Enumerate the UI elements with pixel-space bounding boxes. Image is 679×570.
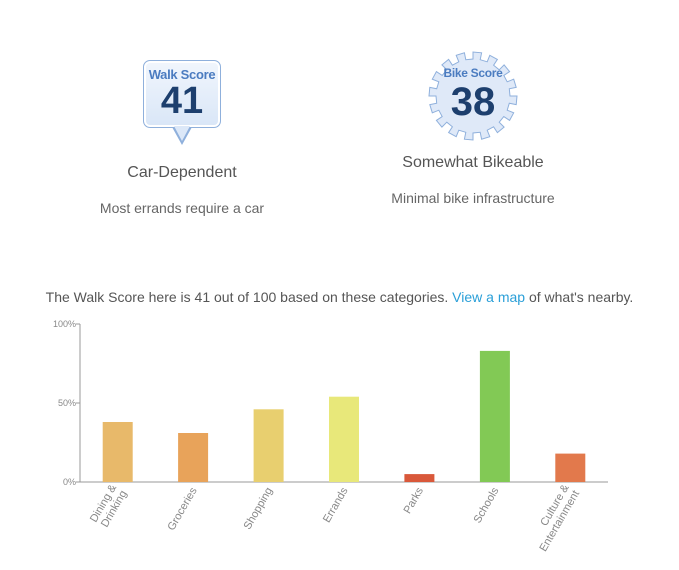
bike-score-badge-label: Bike Score [443,66,503,80]
bike-score-badge[interactable]: Bike Score 38 [343,50,603,150]
y-tick-label: 0% [63,477,76,487]
bar [479,350,510,482]
bike-score-value: 38 [450,80,496,124]
bar [404,474,435,482]
summary-text-after: of what's nearby. [525,289,634,305]
x-tick-label: Shopping [242,486,276,532]
x-tick-label: Errands [321,485,351,525]
bike-score-block: Bike Score 38 Somewhat Bikeable Minimal … [343,50,603,206]
walk-score-block: Walk Score 41 Car-Dependent Most errands… [52,50,312,216]
x-tick-label: Dining &Drinking [88,482,130,531]
bar [102,422,133,482]
y-tick-label: 50% [58,398,76,408]
walk-score-badge-label: Walk Score [148,67,216,82]
summary-text-before: The Walk Score here is 41 out of 100 bas… [45,289,453,305]
view-map-link[interactable]: View a map [452,289,526,305]
x-tick-label: Culture &Entertainment [527,482,582,554]
bike-score-detail: Minimal bike infrastructure [391,190,555,206]
bike-score-description: Somewhat Bikeable [402,154,544,171]
bar [178,433,209,482]
walk-score-badge[interactable]: Walk Score 41 [52,60,312,160]
gear-icon: Bike Score 38 [427,50,519,142]
walk-score-detail: Most errands require a car [99,200,265,216]
y-tick-label: 100% [53,319,76,329]
x-tick-label: Groceries [165,485,199,533]
category-bar-chart: 0% 50% 100% Dining &Drinking Groceries Shoppi… [53,319,608,554]
walk-score-description: Car-Dependent [127,164,237,181]
walk-score-value: 41 [160,80,204,122]
bar [329,396,359,482]
bar [253,409,284,482]
x-tick-label: Schools [472,485,502,525]
bar [555,453,586,482]
x-tick-label: Parks [402,485,427,516]
walk-score-summary: The Walk Score here is 41 out of 100 bas… [0,289,679,305]
